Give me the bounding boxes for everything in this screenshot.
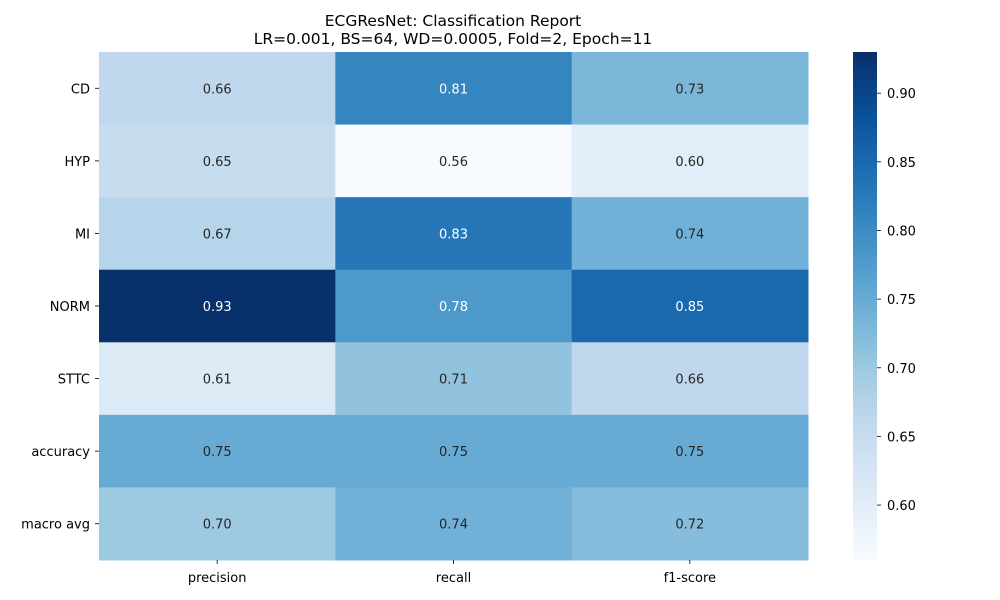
cell-value-label: 0.70 — [203, 518, 232, 533]
y-tick-label: STTC — [58, 373, 90, 388]
cell-value-label: 0.61 — [203, 373, 232, 388]
heatmap-cell — [571, 342, 809, 416]
cell-value-label: 0.60 — [675, 155, 704, 170]
cell-value-label: 0.72 — [675, 518, 704, 533]
heatmap-cell — [571, 487, 809, 561]
x-tick-label: f1-score — [664, 571, 716, 586]
heatmap-cells: 0.66 0.81 0.73 0.65 0.56 0.60 0.67 0.83 0.74 0.93… — [99, 52, 809, 561]
colorbar-tick-label: 0.90 — [887, 87, 916, 102]
heatmap-cell — [335, 414, 573, 488]
colorbar-tick-label: 0.80 — [887, 224, 916, 239]
chart-title: ECGResNet: Classification Report — [325, 12, 582, 30]
cell-value-label: 0.67 — [203, 227, 232, 242]
colorbar-gradient — [853, 52, 877, 560]
cell-value-label: 0.65 — [203, 155, 232, 170]
heatmap-cell — [335, 52, 573, 126]
heatmap-cell — [335, 197, 573, 271]
heatmap-cell — [571, 52, 809, 126]
y-tick-label: macro avg — [21, 518, 90, 533]
cell-value-label: 0.74 — [675, 227, 704, 242]
x-tick-label: recall — [436, 571, 471, 586]
cell-value-label: 0.66 — [675, 373, 704, 388]
heatmap-cell — [99, 414, 336, 488]
heatmap-cell — [571, 124, 809, 198]
y-tick-label: CD — [71, 82, 90, 97]
cell-value-label: 0.71 — [439, 373, 468, 388]
colorbar-tick-label: 0.70 — [887, 362, 916, 377]
chart-subtitle: LR=0.001, BS=64, WD=0.0005, Fold=2, Epoc… — [254, 30, 653, 48]
heatmap-cell — [335, 269, 573, 343]
y-tick-label: HYP — [64, 155, 90, 170]
heatmap-cell — [99, 269, 336, 343]
heatmap-cell — [99, 487, 336, 561]
cell-value-label: 0.78 — [439, 300, 468, 315]
heatmap-cell — [99, 342, 336, 416]
heatmap-cell — [571, 269, 809, 343]
colorbar-tick-label: 0.75 — [887, 293, 916, 308]
cell-value-label: 0.75 — [203, 445, 232, 460]
colorbar-tick-label: 0.85 — [887, 156, 916, 171]
colorbar-tick-label: 0.65 — [887, 430, 916, 445]
heatmap-cell — [335, 342, 573, 416]
y-axis: CD HYP MI NORM STTC accuracy macro avg — [21, 82, 99, 533]
heatmap-cell — [335, 124, 573, 198]
colorbar: 0.60 0.65 0.70 0.75 0.80 0.85 0.90 — [853, 52, 916, 560]
cell-value-label: 0.56 — [439, 155, 468, 170]
colorbar-tick-label: 0.60 — [887, 499, 916, 514]
heatmap-cell — [99, 124, 336, 198]
y-tick-label: MI — [75, 227, 90, 242]
heatmap-cell — [99, 52, 336, 126]
heatmap-cell — [99, 197, 336, 271]
cell-value-label: 0.66 — [203, 82, 232, 97]
x-tick-label: precision — [188, 571, 247, 586]
cell-value-label: 0.74 — [439, 518, 468, 533]
cell-value-label: 0.73 — [675, 82, 704, 97]
heatmap-cell — [571, 197, 809, 271]
heatmap-cell — [335, 487, 573, 561]
x-axis: precision recall f1-score — [188, 560, 716, 586]
cell-value-label: 0.93 — [203, 300, 232, 315]
cell-value-label: 0.75 — [675, 445, 704, 460]
cell-value-label: 0.83 — [439, 227, 468, 242]
cell-value-label: 0.85 — [675, 300, 704, 315]
cell-value-label: 0.75 — [439, 445, 468, 460]
y-tick-label: NORM — [50, 300, 90, 315]
cell-value-label: 0.81 — [439, 82, 468, 97]
y-tick-label: accuracy — [31, 445, 90, 460]
heatmap-cell — [571, 414, 809, 488]
